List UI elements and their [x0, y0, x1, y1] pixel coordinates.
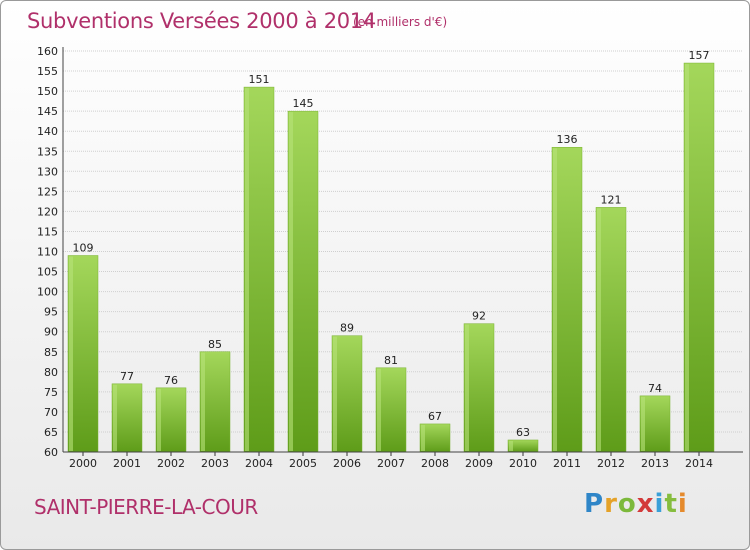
y-tick-label: 135: [37, 145, 58, 158]
bar-highlight: [377, 368, 381, 451]
y-tick-label: 140: [37, 125, 58, 138]
data-label: 85: [208, 338, 222, 351]
commune-name: SAINT-PIERRE-LA-COUR: [34, 495, 258, 519]
bar-highlight: [201, 352, 205, 451]
y-tick-label: 160: [37, 45, 58, 58]
data-label: 89: [340, 322, 354, 335]
y-tick-label: 90: [44, 326, 58, 339]
axes: [62, 47, 743, 453]
y-tick-label: 115: [37, 225, 58, 238]
data-label: 121: [601, 193, 622, 206]
bar-highlight: [333, 336, 337, 451]
data-label: 151: [249, 73, 270, 86]
x-axis-ticks: 2000 2001 2002 2003 2004 2005 2006 2007 2008 2009…: [69, 452, 713, 470]
y-tick-label: 145: [37, 105, 58, 118]
data-label: 63: [516, 426, 530, 439]
x-tick-label: 2009: [465, 457, 493, 470]
bar-highlight: [553, 148, 557, 452]
y-tick-label: 100: [37, 286, 58, 299]
x-tick-label: 2007: [377, 457, 405, 470]
x-tick-label: 2013: [641, 457, 669, 470]
data-label: 145: [293, 97, 314, 110]
bar-highlight: [157, 388, 161, 451]
bar-highlight: [597, 208, 601, 451]
data-label: 92: [472, 310, 486, 323]
y-tick-label: 85: [44, 346, 58, 359]
data-label: 136: [557, 133, 578, 146]
x-tick-label: 2005: [289, 457, 317, 470]
y-tick-label: 125: [37, 185, 58, 198]
data-labels: 109 77 76 85 151 145 89 81 67 92 63 136 121 74 157: [73, 49, 710, 439]
bar-highlight: [641, 396, 645, 451]
y-tick-label: 110: [37, 246, 58, 259]
bar-highlight: [421, 424, 425, 451]
y-tick-label: 155: [37, 65, 58, 78]
bar-highlight: [289, 112, 293, 452]
data-label: 157: [689, 49, 710, 62]
y-tick-label: 80: [44, 366, 58, 379]
bar-highlight: [113, 384, 117, 451]
y-tick-label: 130: [37, 165, 58, 178]
y-tick-label: 105: [37, 266, 58, 279]
data-label: 67: [428, 410, 442, 423]
y-tick-label: 75: [44, 386, 58, 399]
bar-highlight: [685, 64, 689, 451]
y-tick-label: 95: [44, 306, 58, 319]
data-label: 81: [384, 354, 398, 367]
bar-highlight: [465, 324, 469, 451]
x-tick-label: 2003: [201, 457, 229, 470]
x-tick-label: 2014: [685, 457, 713, 470]
y-axis-ticks: 60 65 70 75 80 85 90 95 100 105 110 115 120 125 130 135…: [37, 45, 58, 459]
grid-lines: [63, 50, 743, 453]
y-tick-label: 65: [44, 426, 58, 439]
x-tick-label: 2012: [597, 457, 625, 470]
bar-highlight: [245, 88, 249, 451]
y-tick-label: 120: [37, 205, 58, 218]
x-tick-label: 2001: [113, 457, 141, 470]
bar-highlight: [509, 440, 513, 451]
y-tick-label: 150: [37, 85, 58, 98]
chart-title: Subventions Versées 2000 à 2014: [27, 9, 376, 33]
bar-highlight: [69, 256, 73, 451]
y-tick-label: 70: [44, 406, 58, 419]
y-tick-label: 60: [44, 446, 58, 459]
x-tick-label: 2006: [333, 457, 361, 470]
proxiti-logo: Proxiti: [584, 489, 688, 519]
chart-unit: (en milliers d'€): [353, 15, 448, 29]
data-label: 77: [120, 370, 134, 383]
x-tick-label: 2004: [245, 457, 273, 470]
data-label: 74: [648, 382, 662, 395]
x-tick-label: 2002: [157, 457, 185, 470]
data-label: 76: [164, 374, 178, 387]
x-tick-label: 2008: [421, 457, 449, 470]
x-tick-label: 2010: [509, 457, 537, 470]
bars: [67, 62, 715, 453]
data-label: 109: [73, 242, 94, 255]
x-tick-label: 2000: [69, 457, 97, 470]
x-tick-label: 2011: [553, 457, 581, 470]
